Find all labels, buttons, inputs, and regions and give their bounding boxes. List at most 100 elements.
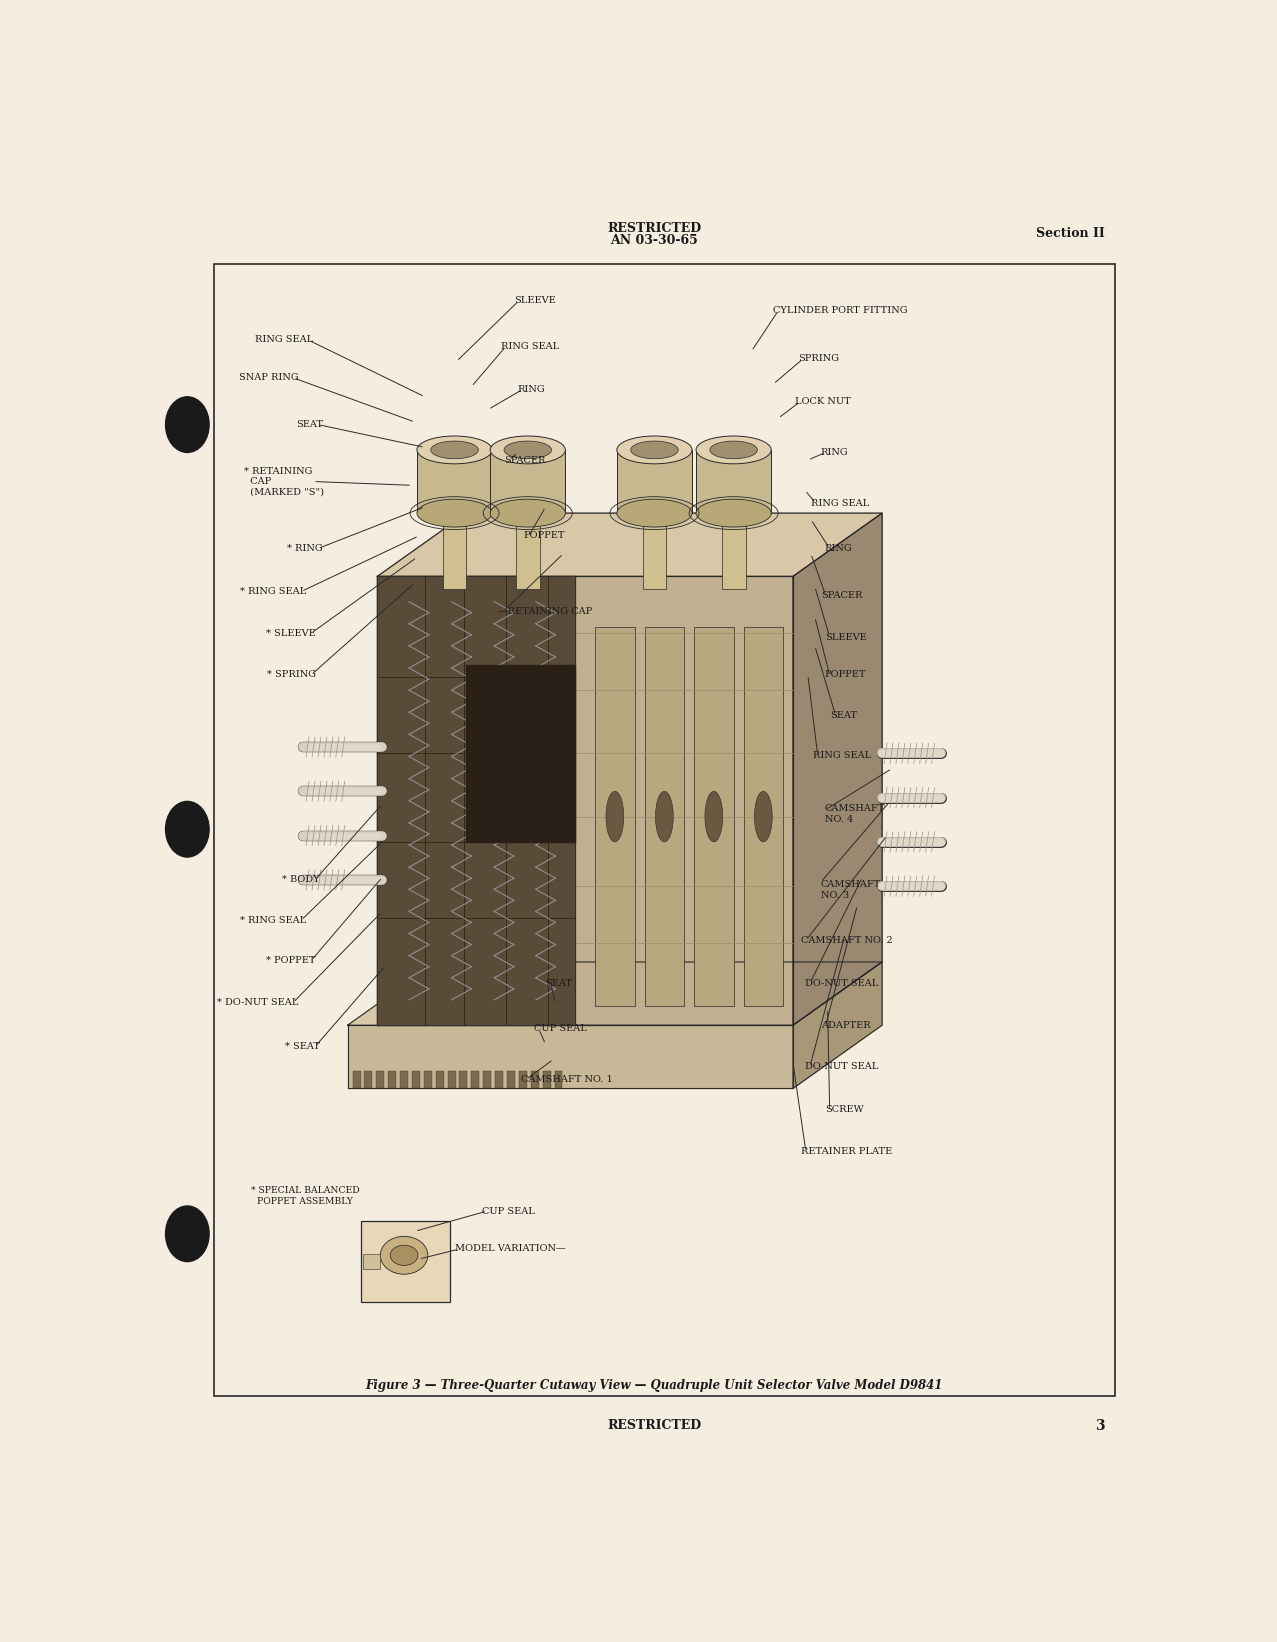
Bar: [352, 1071, 360, 1089]
Bar: [424, 1071, 432, 1089]
Text: CYLINDER PORT FITTING: CYLINDER PORT FITTING: [773, 307, 908, 315]
Text: Figure 3 — Three-Quarter Cutaway View — Quadruple Unit Selector Valve Model D984: Figure 3 — Three-Quarter Cutaway View — …: [365, 1379, 944, 1392]
Text: POPPET: POPPET: [825, 670, 866, 680]
Text: RING: RING: [518, 384, 545, 394]
Text: RING: RING: [825, 544, 852, 553]
Bar: [595, 627, 635, 1007]
Ellipse shape: [504, 442, 552, 458]
Ellipse shape: [696, 499, 771, 527]
Text: SLEEVE: SLEEVE: [513, 296, 555, 305]
Bar: [645, 627, 684, 1007]
Bar: [400, 1071, 409, 1089]
Text: SNAP RING: SNAP RING: [239, 373, 299, 383]
Ellipse shape: [490, 437, 566, 463]
Bar: [460, 1071, 467, 1089]
Text: —RETAINING CAP: —RETAINING CAP: [498, 608, 593, 616]
Text: Section II: Section II: [1036, 227, 1105, 240]
Text: SCREW: SCREW: [825, 1105, 863, 1115]
Text: CAMSHAFT NO. 1: CAMSHAFT NO. 1: [521, 1076, 613, 1084]
Bar: [471, 1071, 479, 1089]
Bar: [412, 1071, 420, 1089]
Text: MODEL VARIATION—: MODEL VARIATION—: [455, 1245, 566, 1253]
Ellipse shape: [617, 437, 692, 463]
Text: CAMSHAFT
NO. 3: CAMSHAFT NO. 3: [821, 880, 881, 900]
Ellipse shape: [416, 499, 492, 527]
Text: * RETAINING
  CAP
  (MARKED "S"): * RETAINING CAP (MARKED "S"): [244, 466, 324, 496]
Bar: [554, 1071, 562, 1089]
Bar: [518, 1071, 527, 1089]
Text: SPACER: SPACER: [821, 591, 862, 599]
Ellipse shape: [617, 499, 692, 527]
Text: DO-NUT SEAL: DO-NUT SEAL: [805, 979, 879, 988]
Text: * SEAT: * SEAT: [285, 1043, 321, 1051]
Text: RING SEAL: RING SEAL: [813, 752, 871, 760]
Ellipse shape: [430, 442, 479, 458]
Bar: [483, 1071, 492, 1089]
Text: LOCK NUT: LOCK NUT: [796, 397, 850, 406]
Text: RING SEAL: RING SEAL: [255, 335, 313, 345]
Bar: [377, 1071, 384, 1089]
Circle shape: [166, 1205, 209, 1261]
Ellipse shape: [391, 1245, 418, 1266]
Text: RING: RING: [821, 448, 848, 456]
Ellipse shape: [607, 791, 623, 842]
Text: CAMSHAFT NO. 2: CAMSHAFT NO. 2: [801, 936, 893, 946]
Text: * SPECIAL BALANCED
  POPPET ASSEMBLY: * SPECIAL BALANCED POPPET ASSEMBLY: [250, 1186, 359, 1205]
Ellipse shape: [705, 791, 723, 842]
Text: CAMSHAFT
NO. 4: CAMSHAFT NO. 4: [825, 805, 885, 824]
Bar: [443, 512, 466, 589]
Ellipse shape: [655, 791, 673, 842]
Bar: [448, 1071, 456, 1089]
Bar: [364, 1071, 373, 1089]
Polygon shape: [378, 576, 575, 1025]
Ellipse shape: [755, 791, 773, 842]
Text: * SPRING: * SPRING: [267, 670, 315, 680]
Text: SEAT: SEAT: [830, 711, 858, 719]
Bar: [617, 450, 692, 512]
Circle shape: [166, 397, 209, 453]
Ellipse shape: [710, 442, 757, 458]
Text: * SLEEVE: * SLEEVE: [266, 629, 315, 637]
Text: POPPET: POPPET: [524, 532, 566, 540]
Ellipse shape: [696, 437, 771, 463]
Text: SEAT: SEAT: [545, 979, 572, 988]
Bar: [360, 1222, 450, 1302]
Polygon shape: [793, 962, 882, 1089]
Bar: [435, 1071, 443, 1089]
Text: RESTRICTED: RESTRICTED: [608, 222, 701, 235]
Polygon shape: [793, 512, 882, 1025]
Text: RESTRICTED: RESTRICTED: [608, 1419, 701, 1432]
Text: DO-NUT SEAL: DO-NUT SEAL: [805, 1062, 879, 1072]
Text: CUP SEAL: CUP SEAL: [483, 1207, 535, 1215]
Text: RETAINER PLATE: RETAINER PLATE: [801, 1148, 893, 1156]
Bar: [722, 512, 746, 589]
Text: * RING: * RING: [287, 544, 323, 553]
Bar: [490, 450, 566, 512]
Bar: [743, 627, 783, 1007]
Polygon shape: [347, 962, 882, 1025]
Bar: [495, 1071, 503, 1089]
Ellipse shape: [490, 499, 566, 527]
Polygon shape: [378, 576, 793, 1025]
Bar: [388, 1071, 396, 1089]
Text: ADAPTER: ADAPTER: [821, 1021, 871, 1030]
Text: * POPPET: * POPPET: [267, 956, 315, 965]
Bar: [516, 512, 540, 589]
Text: SLEEVE: SLEEVE: [825, 632, 866, 642]
Text: RING SEAL: RING SEAL: [811, 499, 870, 507]
Polygon shape: [378, 512, 882, 576]
Text: RING SEAL: RING SEAL: [501, 342, 559, 351]
Bar: [696, 450, 771, 512]
Text: 3: 3: [1096, 1419, 1105, 1433]
Text: CUP SEAL: CUP SEAL: [534, 1025, 586, 1033]
Bar: [416, 450, 492, 512]
Bar: [363, 1254, 381, 1269]
Polygon shape: [466, 665, 575, 842]
Text: * RING SEAL: * RING SEAL: [240, 916, 306, 924]
Ellipse shape: [631, 442, 678, 458]
Circle shape: [166, 801, 209, 857]
Bar: [215, 264, 1115, 1396]
Text: * DO-NUT SEAL: * DO-NUT SEAL: [217, 998, 299, 1007]
Text: SPRING: SPRING: [798, 355, 839, 363]
Polygon shape: [347, 1025, 793, 1089]
